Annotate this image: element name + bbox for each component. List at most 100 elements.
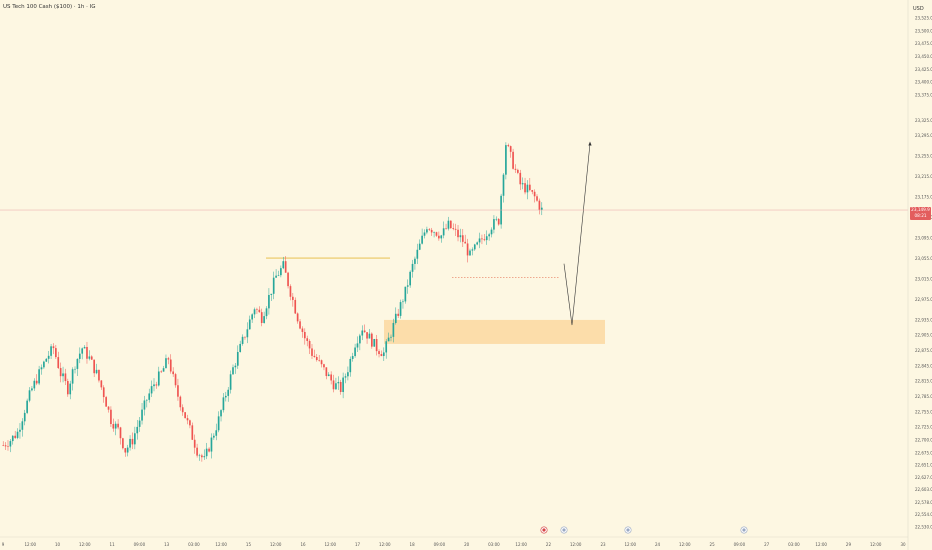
candle (457, 225, 459, 242)
candle (246, 322, 249, 344)
candle (351, 352, 354, 362)
candle-body (186, 418, 189, 421)
candle (428, 228, 431, 231)
candle (497, 218, 500, 226)
candle-body (359, 335, 361, 344)
candle (38, 365, 40, 386)
time-tick-label: 12:00 (325, 542, 337, 547)
candle (14, 430, 17, 440)
candle-body (160, 371, 163, 373)
candle (196, 443, 198, 458)
candle (299, 319, 301, 330)
candle (327, 372, 330, 377)
candle (423, 229, 426, 239)
candle (213, 433, 215, 440)
candle-body (406, 285, 409, 287)
time-tick-label: 12:00 (679, 542, 691, 547)
price-tick-label: 22,603.0 (915, 487, 932, 492)
candle-body (371, 333, 373, 347)
candle-body (205, 448, 208, 457)
candle (514, 164, 517, 173)
time-tick-label: 25 (710, 542, 716, 547)
candle (335, 377, 337, 390)
candle (134, 426, 136, 450)
candle-body (454, 228, 457, 230)
candle-body (90, 356, 93, 360)
candle-body (337, 381, 340, 384)
candle (201, 453, 203, 462)
candle-body (284, 261, 287, 273)
candle (112, 418, 115, 432)
price-tick-label: 23,055.0 (915, 256, 932, 261)
candle (349, 356, 352, 377)
price-levels (266, 257, 560, 278)
candle-body (280, 268, 282, 276)
candle-body (157, 371, 160, 386)
candle-body (78, 353, 81, 359)
candle (117, 419, 119, 430)
time-tick-label: 13 (164, 542, 170, 547)
candle-body (399, 302, 402, 316)
candle (45, 358, 48, 362)
time-tick-label: 16 (300, 542, 306, 547)
price-tick-label: 22,875.0 (915, 348, 932, 353)
candle-body (330, 374, 332, 381)
candle (509, 145, 512, 158)
candle-body (253, 309, 256, 315)
candle-body (107, 406, 110, 410)
price-tick-label: 23,095.0 (915, 235, 932, 240)
candle-body (481, 238, 483, 240)
time-tick-label: 09:00 (134, 542, 146, 547)
candle-body (16, 431, 19, 438)
candle-body (124, 448, 127, 453)
candle-body (466, 243, 469, 256)
candle (368, 328, 371, 339)
candle (459, 228, 462, 243)
candle-body (83, 346, 86, 349)
candle-body (421, 235, 423, 244)
time-tick-label: 12:00 (625, 542, 637, 547)
candle-body (416, 249, 419, 259)
time-tick-label: 12:00 (79, 542, 91, 547)
time-tick-label: 17 (355, 542, 361, 547)
candle (339, 379, 342, 395)
candle (416, 243, 419, 265)
candle (148, 388, 151, 403)
candle-body (428, 229, 431, 230)
candle-body (524, 183, 526, 193)
candle (253, 307, 256, 319)
candle-body (208, 448, 210, 452)
candle-body (461, 235, 464, 242)
candle (208, 447, 210, 453)
candle (464, 234, 467, 244)
candle-body (145, 399, 148, 401)
price-tick-label: 23,475.0 (915, 41, 932, 46)
candle-body (490, 229, 493, 235)
candle-body (320, 360, 323, 365)
candle-body (246, 329, 249, 338)
candle (490, 227, 493, 238)
candle-body (325, 367, 328, 377)
price-axis: 23,525.0 23,500.0 23,475.0 23,450.0 23,425.0… (915, 16, 932, 530)
candle (323, 363, 325, 371)
candle-body (342, 377, 344, 392)
candle (289, 284, 292, 301)
time-tick-label: 12:00 (815, 542, 827, 547)
candle-body (335, 383, 337, 390)
candle (347, 366, 349, 381)
candle (485, 230, 488, 245)
candle-body (526, 184, 529, 193)
candle-body (323, 364, 325, 368)
candle-body (26, 400, 28, 413)
candle (466, 238, 469, 263)
candle-body (397, 313, 400, 316)
candle-body (50, 346, 52, 356)
candle (524, 177, 526, 195)
candle (215, 423, 218, 441)
time-tick-label: 29 (846, 542, 852, 547)
projection-path (563, 141, 592, 326)
price-tick-label: 23,015.0 (915, 276, 932, 281)
candle-body (148, 393, 151, 400)
candle-body (318, 360, 321, 361)
